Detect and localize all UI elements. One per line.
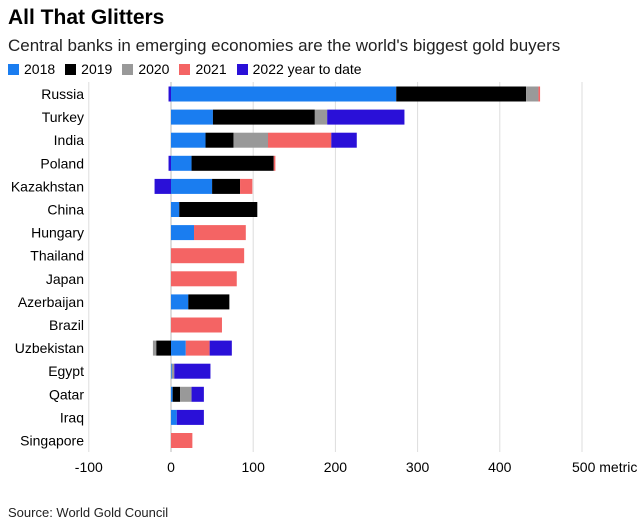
category-label-poland: Poland	[40, 155, 84, 171]
bar-iraq-2022-year-to-date	[176, 409, 204, 425]
category-label-iraq: Iraq	[60, 409, 84, 425]
bar-egypt-2020	[171, 363, 175, 379]
category-label-china: China	[47, 202, 84, 218]
category-label-hungary: Hungary	[31, 225, 84, 241]
category-label-russia: Russia	[41, 86, 84, 102]
chart-title: All That Glitters	[8, 6, 165, 29]
legend-label-2022: 2022 year to date	[252, 61, 362, 77]
bar-poland-2018	[171, 155, 192, 171]
legend-item-2022: 2022 year to date	[236, 61, 362, 77]
chart-subtitle: Central banks in emerging economies are …	[8, 36, 561, 55]
category-label-india: India	[54, 132, 85, 148]
bar-hungary-2018	[171, 225, 195, 241]
bar-uzbekistan-2020	[152, 340, 157, 356]
legend-swatch-2018	[8, 63, 19, 75]
legend-item-2020: 2020	[122, 61, 169, 77]
bar-azerbaijan-2019	[188, 294, 230, 310]
x-tick-label-200: 200	[324, 459, 348, 475]
bar-russia-2021	[538, 86, 541, 102]
bar-uzbekistan-2018	[171, 340, 186, 356]
source-note: Source: World Gold Council	[8, 505, 169, 520]
bar-poland-2021	[273, 155, 276, 171]
x-tick-label--100: -100	[75, 459, 103, 475]
bar-turkey-2019	[212, 109, 315, 125]
bar-turkey-2022-year-to-date	[327, 109, 405, 125]
bar-qatar-2022-year-to-date	[191, 386, 204, 402]
bar-china-2019	[179, 202, 258, 217]
legend-swatch-2020	[122, 63, 134, 75]
bar-india-2021	[267, 132, 332, 148]
bar-china-2018	[171, 202, 180, 217]
legend-label-2018: 2018	[24, 61, 56, 77]
category-label-turkey: Turkey	[42, 109, 84, 125]
x-tick-label-0: 0	[167, 459, 175, 475]
category-label-brazil: Brazil	[49, 317, 84, 333]
bar-hungary-2021	[194, 225, 246, 241]
bar-poland-2022-year-to-date	[168, 155, 171, 171]
category-label-kazakhstan: Kazakhstan	[11, 178, 84, 194]
legend: 2018 2019 2020 2021 2022 year to date	[8, 60, 372, 78]
bar-azerbaijan-2018	[171, 294, 189, 310]
bar-kazakhstan-2019	[212, 178, 241, 194]
bar-russia-2020	[526, 86, 539, 102]
bar-india-2022-year-to-date	[331, 132, 357, 148]
bar-russia-2018	[171, 86, 397, 102]
bar-india-2018	[171, 132, 206, 148]
bar-japan-2021	[171, 271, 237, 287]
x-tick-label-100: 100	[242, 459, 266, 475]
category-label-egypt: Egypt	[48, 363, 84, 379]
bar-turkey-2020	[314, 109, 328, 125]
category-label-uzbekistan: Uzbekistan	[15, 340, 84, 356]
legend-item-2021: 2021	[179, 61, 227, 77]
bar-egypt-2018	[171, 363, 172, 379]
legend-swatch-2022	[236, 63, 248, 75]
bar-russia-2019	[396, 86, 527, 102]
bar-thailand-2021	[171, 248, 245, 264]
bar-kazakhstan-2018	[171, 178, 213, 194]
bar-qatar-2018	[171, 386, 173, 402]
x-tick-label-400: 400	[488, 459, 512, 475]
bar-poland-2019	[191, 155, 274, 171]
category-label-azerbaijan: Azerbaijan	[18, 294, 84, 310]
bar-singapore-2021	[171, 433, 193, 448]
category-label-japan: Japan	[46, 271, 84, 287]
bar-kazakhstan-2022-year-to-date	[154, 178, 171, 194]
bar-qatar-2020	[180, 386, 192, 402]
bar-kazakhstan-2021	[240, 178, 253, 194]
x-tick-label-300: 300	[406, 459, 430, 475]
bar-qatar-2019	[172, 386, 181, 402]
legend-label-2019: 2019	[81, 61, 113, 77]
x-tick-label-500: 500 metric tons	[572, 459, 640, 475]
bar-russia-2022-year-to-date	[168, 86, 171, 102]
bar-india-2019	[205, 132, 234, 148]
category-label-thailand: Thailand	[30, 248, 84, 264]
bar-india-2020	[233, 132, 268, 148]
bar-turkey-2018	[171, 109, 213, 125]
legend-swatch-2021	[179, 63, 191, 75]
bar-uzbekistan-2022-year-to-date	[209, 340, 232, 356]
legend-item-2019: 2019	[65, 61, 112, 77]
legend-swatch-2019	[65, 63, 77, 75]
legend-label-2021: 2021	[195, 61, 227, 77]
category-label-qatar: Qatar	[49, 386, 84, 402]
category-label-singapore: Singapore	[20, 433, 84, 449]
bar-egypt-2022-year-to-date	[174, 363, 211, 379]
bar-iraq-2018	[171, 409, 177, 425]
bar-uzbekistan-2019	[156, 340, 171, 356]
legend-item-2018: 2018	[8, 61, 55, 77]
bar-brazil-2021	[171, 317, 222, 333]
legend-label-2020: 2020	[138, 61, 170, 77]
bar-uzbekistan-2021	[185, 340, 210, 356]
